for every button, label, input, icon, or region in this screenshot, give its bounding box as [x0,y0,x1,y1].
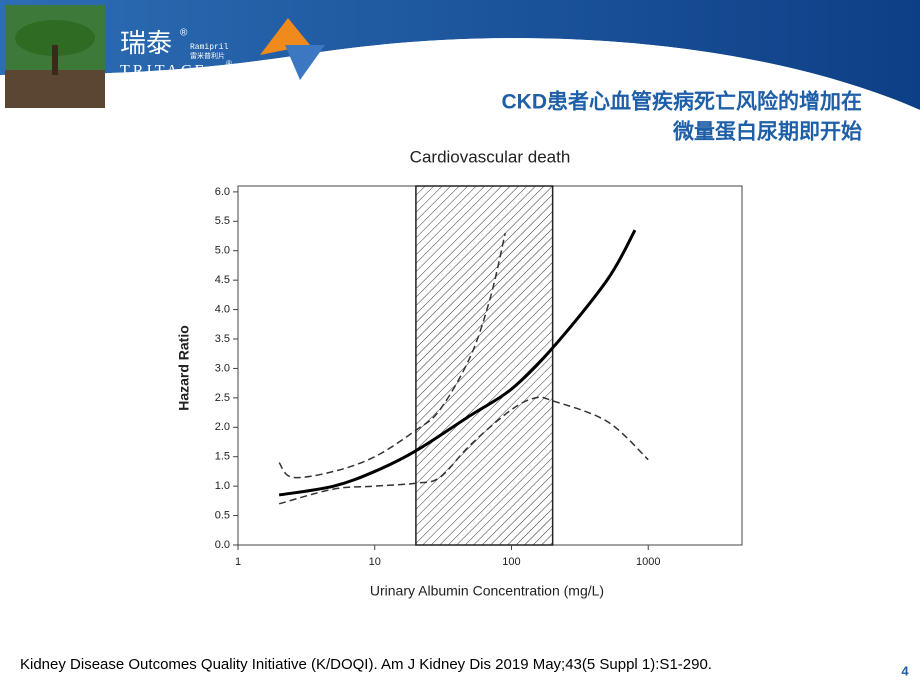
y-axis-label: Hazard Ratio [176,325,192,411]
y-tick-label: 4.0 [215,303,230,315]
y-tick-label: 6.0 [215,186,230,198]
curve [278,229,637,497]
footnote: Kidney Disease Outcomes Quality Initiati… [20,656,712,673]
header-curve [0,38,920,122]
y-tick-label: 4.5 [215,274,230,286]
y-tick-label: 0.5 [215,509,230,521]
logo-trunk [52,45,58,75]
logo-tree [15,20,95,56]
y-tick-label: 5.0 [215,245,230,257]
y-tick-label: 3.5 [215,333,230,345]
y-tick-label: 1.0 [215,480,230,492]
x-tick-label: 1 [235,556,241,568]
y-tick-label: 3.0 [215,362,230,374]
highlight-band [415,185,554,546]
brand-mark: ® [180,28,188,39]
y-tick-label: 1.5 [215,451,230,463]
drug-cn: 雷米普利片 [190,51,225,60]
header-band [0,0,920,110]
y-tick-label: 2.0 [215,421,230,433]
chart-title: Cardiovascular death [410,147,571,166]
x-tick-label: 10 [369,556,381,568]
curve [278,396,649,505]
page-number: 4 [901,663,909,678]
slide-title: CKD患者心血管疾病死亡风险的增加在 [502,90,863,114]
brand-en: TRITACE [120,63,207,80]
logo-ground [5,70,105,108]
curve [278,232,506,479]
x-axis-label: Urinary Albumin Concentration (mg/L) [370,583,604,599]
brand-cn: 瑞泰 [120,28,172,58]
y-tick-label: 0.0 [215,539,230,551]
x-tick-label: 100 [502,556,520,568]
drug-en: Ramipril [190,43,229,52]
y-tick-label: 5.5 [215,215,230,227]
slide-title: 微量蛋白尿期即开始 [672,120,862,144]
x-tick-label: 1000 [636,556,660,568]
logo-shape [285,45,325,80]
y-tick-label: 2.5 [215,392,230,404]
brand-en-mark: ® [226,59,232,68]
